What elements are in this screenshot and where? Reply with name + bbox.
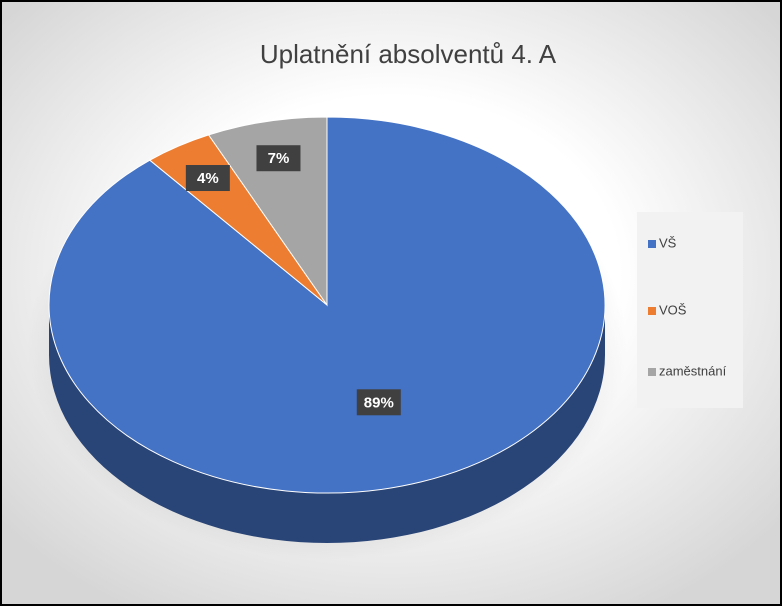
legend-swatch	[648, 368, 656, 376]
data-label: 89%	[364, 394, 394, 411]
legend-swatch	[648, 307, 656, 315]
data-label: 7%	[268, 150, 290, 167]
pie-slice-side	[49, 305, 605, 543]
data-label: 4%	[197, 170, 219, 187]
legend-label: VOŠ	[659, 302, 687, 317]
chart-title: Uplatnění absolventů 4. A	[260, 39, 557, 69]
data-label-box	[356, 389, 401, 416]
legend-swatch	[648, 240, 656, 248]
legend-label: VŠ	[659, 235, 677, 250]
legend-label: zaměstnání	[659, 363, 727, 378]
data-label-box	[256, 145, 301, 172]
data-label-box	[185, 165, 230, 192]
